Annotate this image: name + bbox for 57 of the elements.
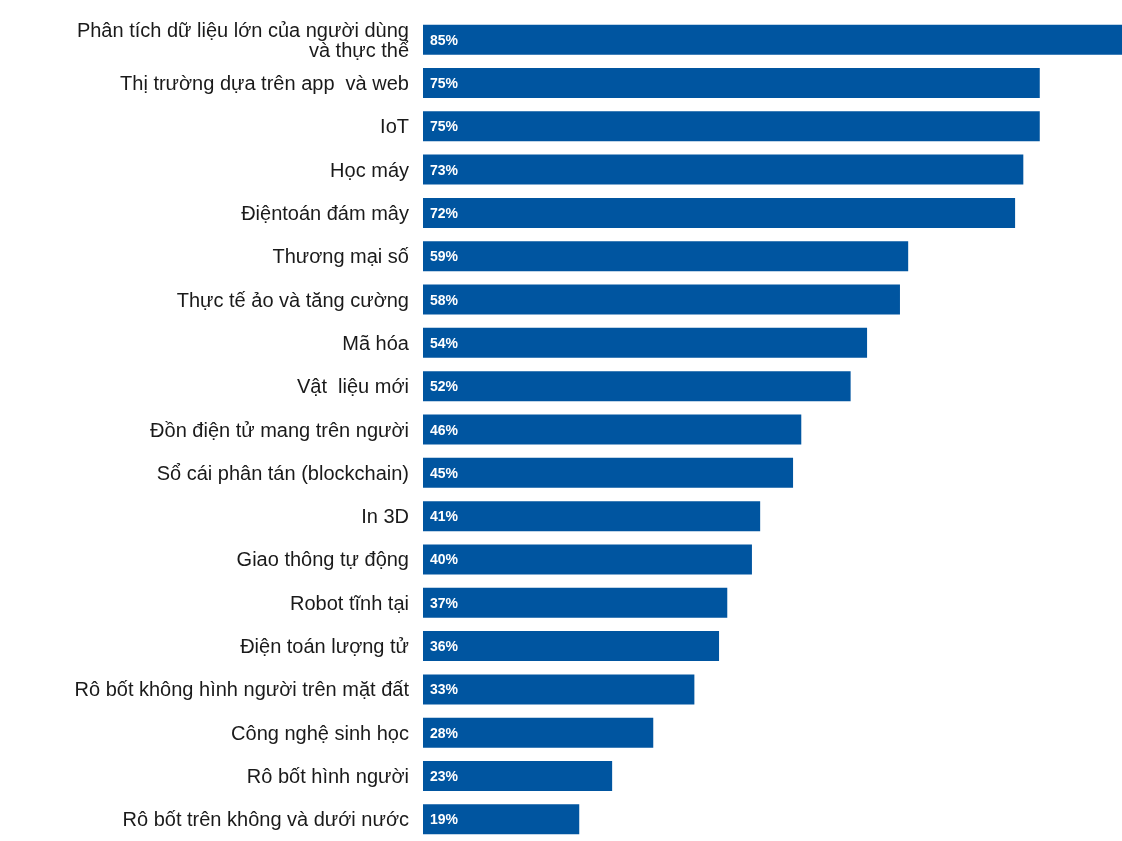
data-label: 28% — [430, 724, 459, 741]
y-tick-label: Mã hóa — [342, 331, 410, 354]
bar — [423, 197, 1016, 228]
data-label: 46% — [430, 421, 459, 438]
y-tick-label: Điệntoán đám mây — [241, 201, 409, 224]
data-label: 52% — [430, 378, 459, 395]
bar — [423, 284, 900, 315]
y-tick-label: Rô bốt không hình người trên mặt đất — [74, 678, 410, 701]
bar — [423, 414, 802, 445]
y-tick-label: Rô bốt hình người — [246, 765, 409, 788]
y-tick-label: Sổ cái phân tán (blockchain) — [156, 461, 409, 484]
data-label: 85% — [430, 31, 459, 48]
y-tick-label: Điện toán lượng tử — [240, 635, 409, 658]
bar — [423, 457, 794, 488]
y-tick-label: Thực tế ảo và tăng cường — [176, 288, 409, 311]
data-label: 36% — [430, 638, 459, 655]
y-tick-label: In 3D — [361, 505, 409, 528]
bar — [423, 717, 654, 748]
y-tick-label: Giao thông tự động — [236, 548, 409, 571]
data-label: 59% — [430, 248, 459, 265]
data-label: 75% — [430, 74, 459, 91]
bar — [423, 154, 1024, 185]
y-tick-label: Học máy — [330, 158, 409, 181]
y-tick-label: Robot tĩnh tại — [290, 591, 409, 614]
data-label: 40% — [430, 551, 459, 568]
bar — [423, 241, 909, 272]
bar — [423, 501, 761, 532]
data-label: 41% — [430, 508, 459, 525]
y-tick-label: Phân tích dữ liệu lớn của người dùng và thực thể — [76, 18, 409, 61]
bar — [423, 631, 720, 662]
y-tick-label: IoT — [380, 115, 409, 138]
y-tick-label: Công nghệ sinh học — [231, 721, 409, 744]
bar — [423, 111, 1040, 142]
y-tick-label: Vật liệu mới — [296, 375, 409, 398]
bar — [423, 587, 728, 618]
bar — [423, 761, 613, 792]
data-label: 73% — [430, 161, 459, 178]
data-label: 58% — [430, 291, 459, 308]
y-tick-label: Đồn điện tử mang trên người — [150, 418, 409, 441]
bar — [423, 544, 752, 575]
bar — [423, 804, 580, 835]
data-label: 23% — [430, 768, 459, 785]
bar — [423, 327, 868, 358]
data-label: 19% — [430, 811, 459, 828]
y-tick-label: Thị trường dựa trên app và web — [120, 71, 409, 94]
y-tick-label: Rô bốt trên không và dưới nước — [122, 808, 409, 831]
bar — [423, 371, 851, 402]
bar — [423, 24, 1122, 55]
data-label: 72% — [430, 204, 459, 221]
bar — [423, 67, 1040, 98]
data-label: 54% — [430, 334, 459, 351]
bar — [423, 674, 695, 705]
data-label: 33% — [430, 681, 459, 698]
data-label: 45% — [430, 464, 459, 481]
data-label: 75% — [430, 118, 459, 135]
y-tick-label: Thương mại số — [272, 245, 409, 268]
data-label: 37% — [430, 594, 459, 611]
